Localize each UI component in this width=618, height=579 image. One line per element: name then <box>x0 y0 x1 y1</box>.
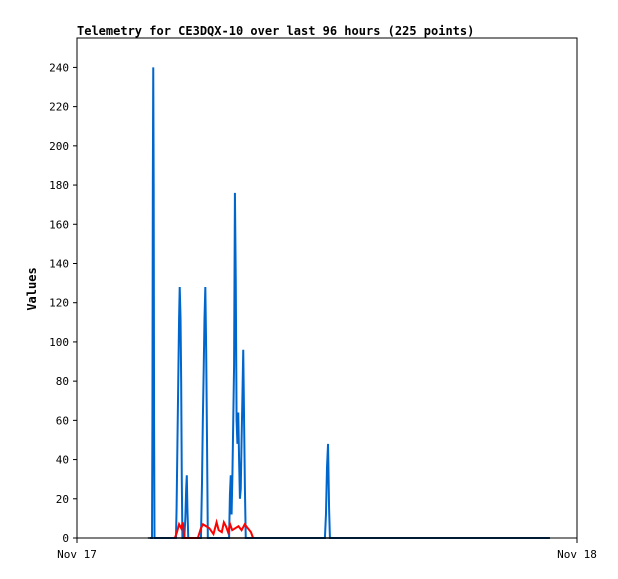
y-tick-label: 180 <box>49 179 69 192</box>
x-tick-label: Nov 18 <box>557 548 597 561</box>
y-axis: 0 20 40 60 80 100 120 140 160 180 200 220 240 <box>49 61 77 545</box>
y-tick-label: 160 <box>49 218 69 231</box>
series-line-1 <box>149 67 550 539</box>
y-tick-label: 240 <box>49 61 69 74</box>
y-tick-label: 40 <box>56 454 69 467</box>
y-tick-label: 140 <box>49 257 69 270</box>
chart-title: Telemetry for CE3DQX-10 over last 96 hou… <box>77 24 474 38</box>
y-tick-label: 20 <box>56 493 69 506</box>
y-tick-label: 100 <box>49 336 69 349</box>
x-axis: Nov 17 Nov 18 <box>57 538 597 561</box>
y-tick-label: 60 <box>56 414 69 427</box>
series-line-2 <box>173 518 254 539</box>
y-tick-label: 80 <box>56 375 69 388</box>
y-tick-label: 0 <box>62 532 69 545</box>
y-axis-label: Values <box>25 267 39 310</box>
y-tick-label: 200 <box>49 140 69 153</box>
x-tick-label: Nov 17 <box>57 548 97 561</box>
series-layer <box>147 67 550 539</box>
y-tick-label: 120 <box>49 297 69 310</box>
y-tick-label: 220 <box>49 101 69 114</box>
